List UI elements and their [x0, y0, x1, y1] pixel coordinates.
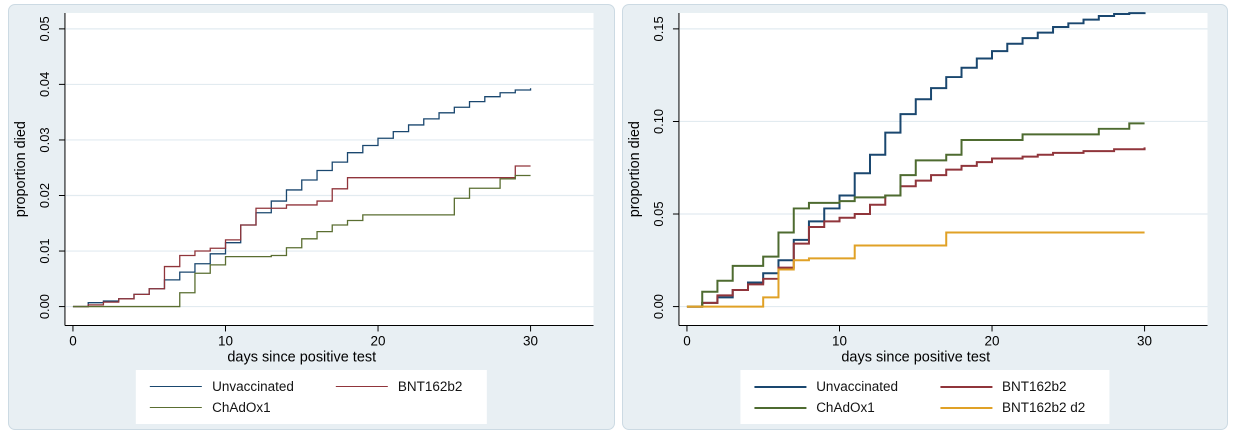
x-tick-label: 20: [984, 333, 999, 348]
right-chart-panel: 0.00 0.05 0.10 0.15 0 10 20 30 days since positi…: [621, 4, 1228, 430]
x-tick-label: 20: [371, 333, 386, 348]
left-legend: Unvaccinated BNT162b2 ChAdOx1: [136, 370, 487, 424]
x-tick-label: 0: [683, 333, 690, 348]
y-tick-label: 0.05: [37, 16, 52, 41]
legend-item: BNT162b2: [335, 379, 463, 394]
legend-label: BNT162b2 d2: [1002, 400, 1086, 415]
legend-line-bnt162b2-icon: [335, 386, 388, 387]
y-tick-label: 0.02: [37, 183, 52, 208]
y-tick-label: 0.00: [37, 294, 52, 319]
left-chart-svg: 0.00 0.01 0.02 0.03 0.04 0.05 0 10 20 30 days sinc…: [13, 12, 594, 365]
y-axis-title: proportion died: [626, 121, 642, 217]
legend-line-chadox1-icon: [754, 406, 807, 409]
series-bnt162b2: [72, 165, 531, 308]
legend-line-unvaccinated-icon: [150, 386, 203, 387]
legend-item: ChAdOx1: [754, 400, 898, 415]
series-unvaccinated: [686, 12, 1146, 308]
legend-label: BNT162b2: [1002, 379, 1067, 394]
legend-line-bnt162b2-d2-icon: [940, 406, 992, 409]
series-chadox1: [72, 174, 531, 308]
x-tick-label: 10: [831, 333, 846, 348]
y-tick-label: 0.05: [650, 201, 665, 226]
plot-area: [678, 12, 1208, 326]
y-tick-label: 0.10: [650, 109, 665, 134]
legend-line-unvaccinated-icon: [754, 385, 807, 388]
x-axis-title: days since positive test: [227, 349, 376, 365]
y-tick-label: 0.01: [37, 238, 52, 263]
x-tick-label: 30: [1137, 333, 1152, 348]
legend-label: Unvaccinated: [212, 379, 294, 394]
plot-area: [64, 12, 594, 326]
y-tick-label: 0.04: [37, 72, 52, 97]
x-tick-label: 30: [523, 333, 538, 348]
y-axis-title: proportion died: [13, 121, 29, 217]
right-chart-svg: 0.00 0.05 0.10 0.15 0 10 20 30 days since positi…: [626, 12, 1208, 365]
legend-item: Unvaccinated: [754, 379, 898, 394]
legend-label: BNT162b2: [397, 379, 463, 394]
y-tick-label: 0.03: [37, 127, 52, 152]
y-tick-label: 0.15: [650, 16, 665, 41]
y-tick-label: 0.00: [650, 294, 665, 319]
figure: 0.00 0.01 0.02 0.03 0.04 0.05 0 10 20 30 days sinc…: [8, 4, 1228, 430]
right-legend: Unvaccinated BNT162b2 ChAdOx1 BNT162b2 d…: [740, 370, 1110, 424]
x-axis-title: days since positive test: [841, 349, 990, 365]
legend-item: BNT162b2: [940, 379, 1085, 394]
left-chart-panel: 0.00 0.01 0.02 0.03 0.04 0.05 0 10 20 30 days sinc…: [8, 4, 615, 430]
series-bnt162b2-d2: [686, 231, 1145, 308]
legend-line-chadox1-icon: [150, 407, 203, 408]
legend-line-bnt162b2-icon: [940, 385, 992, 388]
legend-label: ChAdOx1: [816, 400, 875, 415]
x-tick-label: 0: [69, 333, 76, 348]
legend-item: ChAdOx1: [150, 400, 294, 415]
legend-item: BNT162b2 d2: [940, 400, 1085, 415]
x-tick-label: 10: [218, 333, 233, 348]
legend-label: ChAdOx1: [212, 400, 271, 415]
legend-item: Unvaccinated: [150, 379, 294, 394]
series-chadox1: [686, 122, 1145, 308]
legend-label: Unvaccinated: [816, 379, 898, 394]
